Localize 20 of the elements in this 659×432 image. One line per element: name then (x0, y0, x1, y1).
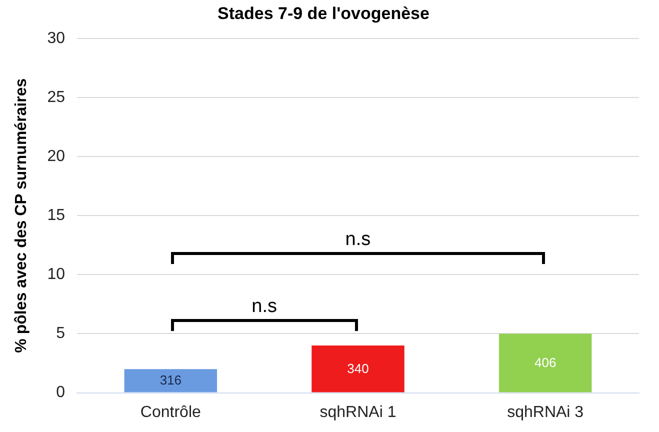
annotation: n.s (345, 228, 371, 251)
y-tick-label: 25 (47, 88, 66, 106)
chart-title: Stades 7-9 de l'ovogenèse (218, 4, 430, 23)
x-tick-label: sqhRNAi 3 (507, 404, 584, 421)
y-tick-label: 0 (56, 384, 66, 402)
bar (498, 334, 592, 392)
bar (312, 346, 404, 392)
y-tick-label: 15 (47, 207, 66, 224)
annotation: 406 (534, 354, 556, 370)
annotation: 340 (347, 360, 369, 376)
annotation: 316 (160, 372, 182, 388)
y-tick-label: 5 (56, 325, 66, 342)
y-axis-title: % pôles avec des CP surnuméraires (13, 78, 30, 353)
x-tick-label: sqhRNAi 1 (320, 404, 396, 421)
y-tick-label: 10 (47, 266, 66, 284)
y-tick-label: 20 (47, 148, 66, 165)
x-tick-label: Contrôle (140, 404, 201, 421)
bar (124, 369, 218, 392)
y-tick-label: 30 (47, 30, 66, 47)
annotation: n.s (252, 296, 278, 318)
